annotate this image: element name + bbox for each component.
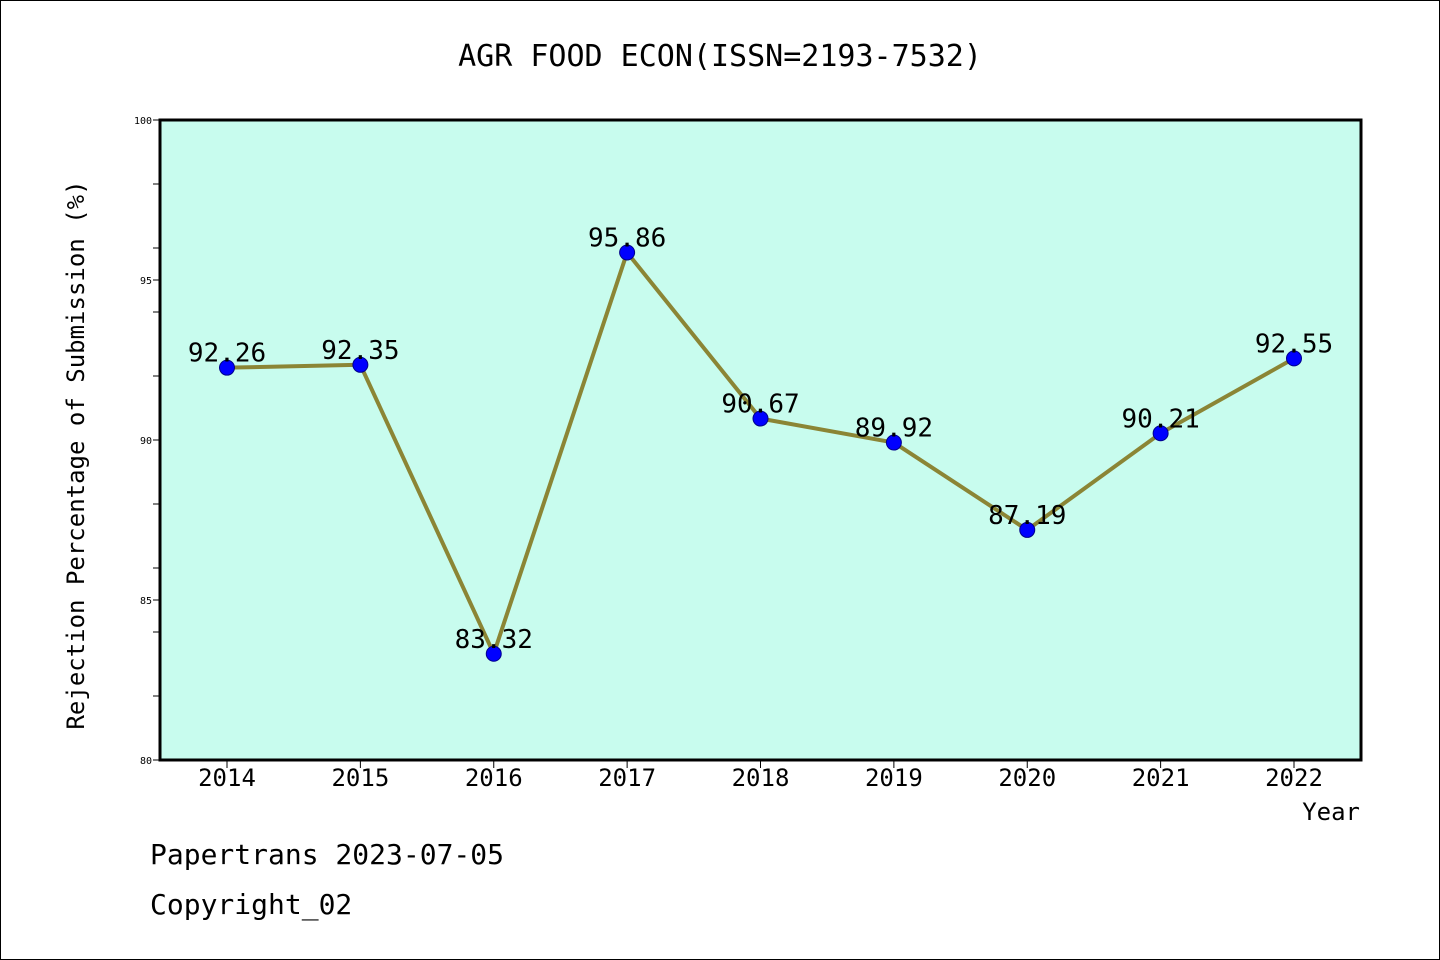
x-axis-label: Year xyxy=(1302,798,1360,826)
data-point xyxy=(1152,425,1169,442)
data-point xyxy=(485,645,502,662)
data-point xyxy=(352,356,369,373)
data-label: 92.35 xyxy=(321,336,399,366)
y-tick-label: 100 xyxy=(134,116,152,127)
x-tick-label: 2022 xyxy=(1265,764,1323,792)
y-tick-label: 85 xyxy=(140,596,152,607)
x-tick-label: 2018 xyxy=(732,764,790,792)
footer-copyright-line: Copyright_02 xyxy=(150,888,352,922)
data-label: 83.32 xyxy=(455,625,533,655)
data-point xyxy=(619,244,636,261)
data-point xyxy=(1286,350,1302,367)
x-axis-ticks: 2014 2015 2016 2017 2018 2019 2020 2021 2022 xyxy=(198,760,1323,792)
series-layer: 92.26 92.35 83.32 95.86 90.67 89.92 87.19 90.21… xyxy=(188,223,1333,662)
data-point xyxy=(1019,521,1036,538)
x-tick-label: 2015 xyxy=(331,764,389,792)
x-tick-label: 2020 xyxy=(998,764,1056,792)
footer-date-line: Papertrans 2023-07-05 xyxy=(150,838,504,871)
x-tick-label: 2014 xyxy=(198,764,256,792)
data-label: 90.21 xyxy=(1121,404,1199,434)
data-label: 95.86 xyxy=(588,223,666,253)
y-tick-label: 95 xyxy=(140,276,152,287)
x-tick-label: 2021 xyxy=(1132,764,1190,792)
plot-area xyxy=(158,118,1363,762)
y-tick-label: 90 xyxy=(140,436,152,447)
data-point xyxy=(885,434,902,451)
y-axis-label: Rejection Percentage of Submission (%) xyxy=(62,180,90,729)
chart-title: AGR FOOD ECON(ISSN=2193-7532) xyxy=(458,39,982,74)
data-label: 89.92 xyxy=(855,414,933,444)
data-point xyxy=(219,359,235,376)
data-label: 87.19 xyxy=(988,501,1066,531)
x-tick-label: 2019 xyxy=(865,764,923,792)
y-axis-ticks: 80 85 90 95 100 xyxy=(134,116,160,767)
data-label: 90.67 xyxy=(721,390,799,420)
data-label: 92.55 xyxy=(1255,329,1333,359)
data-point xyxy=(752,410,769,427)
y-tick-label: 80 xyxy=(140,756,152,767)
data-label: 92.26 xyxy=(188,339,266,369)
x-tick-label: 2017 xyxy=(598,764,656,792)
x-tick-label: 2016 xyxy=(465,764,523,792)
